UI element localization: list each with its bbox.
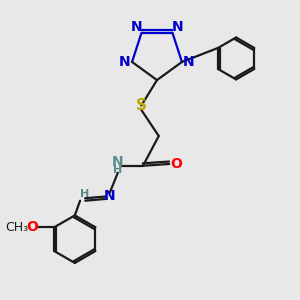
Text: H: H: [80, 189, 89, 199]
Text: O: O: [26, 220, 38, 234]
Text: S: S: [136, 98, 147, 113]
Text: N: N: [104, 189, 116, 203]
Text: N: N: [172, 20, 184, 34]
Text: N: N: [182, 55, 194, 69]
Text: O: O: [170, 157, 182, 171]
Text: N: N: [130, 20, 142, 34]
Text: CH₃: CH₃: [5, 221, 28, 234]
Text: N: N: [119, 55, 131, 69]
Text: N: N: [112, 154, 124, 169]
Text: H: H: [113, 165, 122, 175]
